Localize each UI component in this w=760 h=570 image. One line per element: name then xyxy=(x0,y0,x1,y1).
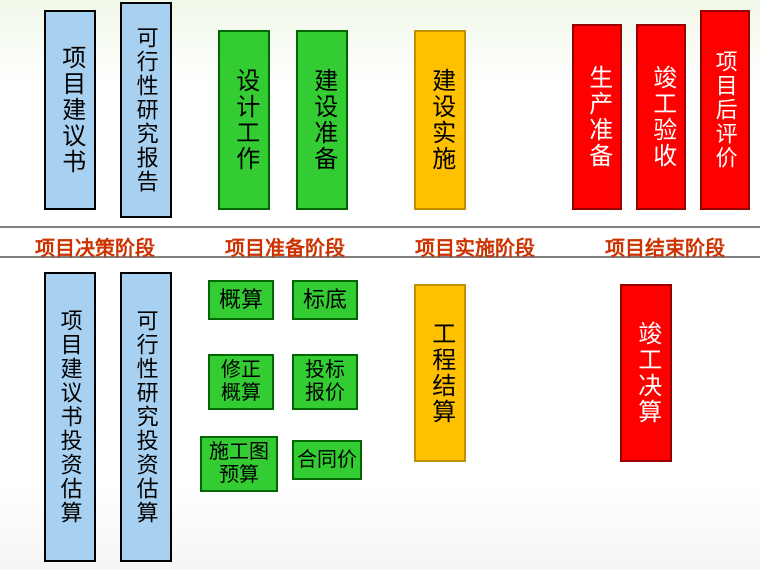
box-proposal: 项目建议书 xyxy=(44,10,96,210)
box-estimate: 概算 xyxy=(208,280,274,320)
box-feasibility: 可行性研究报告 xyxy=(120,2,172,218)
box-design-work: 设计工作 xyxy=(218,30,270,210)
box-project-settle: 工程结算 xyxy=(414,284,466,462)
box-completion-accept: 竣工验收 xyxy=(636,24,686,210)
box-construction-prep: 建设准备 xyxy=(296,30,348,210)
phase-strip: 项目决策阶段项目准备阶段项目实施阶段项目结束阶段 xyxy=(0,226,760,258)
diagram-canvas: 项目决策阶段项目准备阶段项目实施阶段项目结束阶段 项目建议书可行性研究报告设计工作… xyxy=(0,0,760,570)
phase-label: 项目结束阶段 xyxy=(570,228,760,256)
box-contract-price: 合同价 xyxy=(292,440,362,480)
box-bid-price: 投标报价 xyxy=(292,354,358,410)
phase-label: 项目决策阶段 xyxy=(0,228,190,256)
box-production-prep: 生产准备 xyxy=(572,24,622,210)
box-feasibility-est: 可行性研究投资估算 xyxy=(120,272,172,562)
box-proposal-est: 项目建议书投资估算 xyxy=(44,272,96,562)
box-implementation: 建设实施 xyxy=(414,30,466,210)
box-post-eval: 项目后评价 xyxy=(700,10,750,210)
box-base-bid: 标底 xyxy=(292,280,358,320)
box-final-account: 竣工决算 xyxy=(620,284,672,462)
box-drawing-budget: 施工图预算 xyxy=(200,436,278,492)
phase-label: 项目实施阶段 xyxy=(380,228,570,256)
phase-label: 项目准备阶段 xyxy=(190,228,380,256)
box-revised-est: 修正概算 xyxy=(208,354,274,410)
